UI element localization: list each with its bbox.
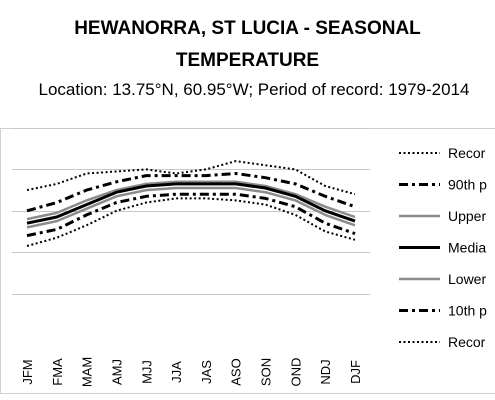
chart-border xyxy=(0,128,495,394)
x-tick-label: JJA xyxy=(169,361,184,383)
chart-title-line-1: HEWANORRA, ST LUCIA - SEASONAL xyxy=(74,18,421,39)
legend-label: Recor xyxy=(448,334,486,350)
legend-label: 10th p xyxy=(448,303,487,319)
grid-lines xyxy=(12,128,370,295)
series-line-record-low xyxy=(26,197,356,247)
series-lines xyxy=(26,160,356,247)
legend-label: Media xyxy=(448,240,486,256)
x-tick-label: JAS xyxy=(199,360,214,384)
legend-label: Recor xyxy=(448,145,486,161)
x-tick-label: JFM xyxy=(20,359,35,384)
x-tick-label: DJF xyxy=(348,360,363,384)
series-line-record-high xyxy=(26,160,356,196)
series-line-upper-tercile xyxy=(26,180,356,221)
x-tick-labels: JFM FMA MAM AMJ MJJ JJA JAS ASO SON OND NDJ DJF xyxy=(20,357,363,387)
x-tick-label: FMA xyxy=(50,358,65,386)
series-line-90th-percentile xyxy=(26,172,356,213)
x-tick-label: AMJ xyxy=(109,359,124,385)
x-tick-label: OND xyxy=(288,358,303,387)
legend-label: Lower xyxy=(448,271,486,287)
series-line-10th-percentile xyxy=(26,192,356,238)
legend: Recor 90th p Upper Media Lower 10th p Recor xyxy=(399,145,487,350)
x-tick-label: ASO xyxy=(229,358,244,385)
legend-label: Upper xyxy=(448,208,486,224)
chart-subtitle: Location: 13.75°N, 60.95°W; Period of re… xyxy=(38,80,470,99)
x-tick-label: SON xyxy=(259,358,274,386)
x-tick-label: NDJ xyxy=(318,359,333,384)
legend-label: 90th p xyxy=(448,177,487,193)
x-tick-label: MAM xyxy=(80,357,95,387)
x-tick-label: MJJ xyxy=(139,360,154,384)
series-line-median xyxy=(26,182,356,225)
chart-title-line-2: TEMPERATURE xyxy=(175,50,320,71)
series-line-lower-tercile xyxy=(26,186,356,229)
